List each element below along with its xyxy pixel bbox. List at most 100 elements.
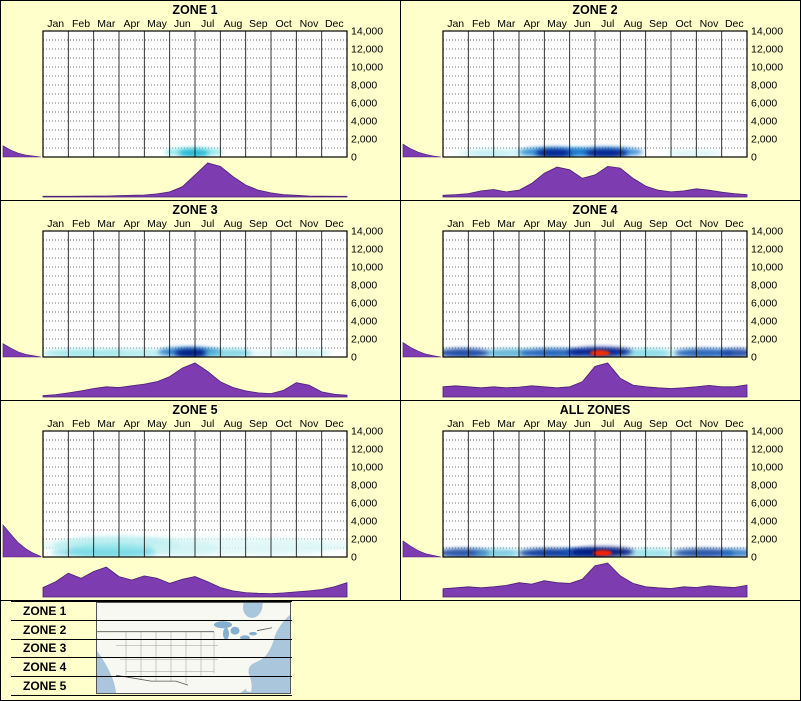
svg-text:Jun: Jun bbox=[174, 418, 191, 430]
svg-text:ZONE 3: ZONE 3 bbox=[172, 203, 217, 217]
svg-text:Apr: Apr bbox=[524, 218, 541, 230]
svg-text:Mar: Mar bbox=[97, 218, 116, 230]
svg-text:2,000: 2,000 bbox=[351, 334, 377, 346]
panel-zone-2: ZONE 2 Jan Feb Mar Apr May Jun Jul Aug Sep Oct Nov D… bbox=[401, 1, 800, 201]
svg-text:Jan: Jan bbox=[47, 18, 64, 30]
svg-text:Mar: Mar bbox=[97, 418, 116, 430]
svg-text:12,000: 12,000 bbox=[351, 444, 383, 456]
svg-text:2,000: 2,000 bbox=[351, 534, 377, 546]
svg-text:Dec: Dec bbox=[725, 218, 744, 230]
svg-text:0: 0 bbox=[351, 352, 357, 364]
svg-text:ZONE 5: ZONE 5 bbox=[172, 403, 217, 417]
svg-text:May: May bbox=[147, 218, 168, 230]
svg-text:12,000: 12,000 bbox=[351, 244, 383, 256]
svg-text:0: 0 bbox=[751, 552, 757, 564]
svg-text:10,000: 10,000 bbox=[351, 62, 383, 74]
row-divider-3 bbox=[1, 600, 800, 601]
svg-text:6,000: 6,000 bbox=[751, 98, 777, 110]
svg-text:Nov: Nov bbox=[700, 218, 719, 230]
svg-text:14,000: 14,000 bbox=[751, 26, 783, 38]
svg-text:Feb: Feb bbox=[72, 18, 90, 30]
svg-text:Apr: Apr bbox=[524, 18, 541, 30]
svg-text:May: May bbox=[147, 18, 168, 30]
svg-text:Apr: Apr bbox=[124, 18, 141, 30]
svg-text:0: 0 bbox=[751, 352, 757, 364]
svg-text:ZONE 2: ZONE 2 bbox=[572, 3, 617, 17]
svg-text:Jun: Jun bbox=[574, 218, 591, 230]
svg-text:Dec: Dec bbox=[325, 18, 344, 30]
svg-text:Oct: Oct bbox=[276, 418, 292, 430]
zone-3-chart: ZONE 3 Jan Feb Mar Apr May Jun Jul Aug Sep Oct Nov D… bbox=[2, 203, 383, 398]
svg-text:Oct: Oct bbox=[276, 218, 292, 230]
zone-5-chart: ZONE 5 Jan Feb Mar Apr May Jun Jul Aug Sep Oct Nov D… bbox=[2, 403, 383, 598]
svg-text:Apr: Apr bbox=[124, 218, 141, 230]
svg-text:Feb: Feb bbox=[72, 418, 90, 430]
svg-text:Feb: Feb bbox=[472, 218, 490, 230]
svg-text:May: May bbox=[547, 418, 568, 430]
svg-text:ZONE 4: ZONE 4 bbox=[572, 203, 617, 217]
map-florida bbox=[235, 664, 252, 693]
svg-text:10,000: 10,000 bbox=[351, 262, 383, 274]
panel-zone-4: ZONE 4 Jan Feb Mar Apr May Jun Jul Aug Sep Oct Nov D… bbox=[401, 201, 800, 401]
svg-text:Mar: Mar bbox=[497, 218, 516, 230]
great-lakes bbox=[214, 621, 257, 640]
zone-1-chart: ZONE 1 Jan Feb Mar Apr May Jun Jul Aug Sep Oct Nov D… bbox=[2, 3, 383, 198]
svg-text:Oct: Oct bbox=[676, 18, 692, 30]
row-divider-2 bbox=[1, 400, 800, 401]
svg-text:Apr: Apr bbox=[524, 418, 541, 430]
svg-text:Jul: Jul bbox=[601, 218, 614, 230]
svg-text:12,000: 12,000 bbox=[751, 444, 783, 456]
svg-text:8,000: 8,000 bbox=[351, 80, 377, 92]
svg-text:May: May bbox=[147, 418, 168, 430]
svg-text:Mar: Mar bbox=[497, 418, 516, 430]
svg-text:Sep: Sep bbox=[249, 418, 268, 430]
svg-text:Apr: Apr bbox=[124, 418, 141, 430]
legend-label: ZONE 3 bbox=[23, 641, 67, 656]
svg-text:4,000: 4,000 bbox=[751, 116, 777, 128]
legend-row-zone-4: ZONE 4 bbox=[11, 657, 292, 676]
svg-text:Nov: Nov bbox=[300, 18, 319, 30]
svg-text:4,000: 4,000 bbox=[751, 316, 777, 328]
svg-text:10,000: 10,000 bbox=[751, 262, 783, 274]
svg-text:Jan: Jan bbox=[47, 418, 64, 430]
svg-text:8,000: 8,000 bbox=[751, 480, 777, 492]
legend-rows: ZONE 1 ZONE 2 ZONE 3 ZONE 4 ZONE 5 bbox=[11, 601, 292, 696]
svg-text:2,000: 2,000 bbox=[751, 334, 777, 346]
svg-text:4,000: 4,000 bbox=[351, 116, 377, 128]
svg-text:8,000: 8,000 bbox=[351, 280, 377, 292]
svg-text:Oct: Oct bbox=[676, 418, 692, 430]
zone-legend: ZONE 1 ZONE 2 ZONE 3 ZONE 4 ZONE 5 bbox=[11, 601, 292, 696]
svg-text:6,000: 6,000 bbox=[351, 98, 377, 110]
panel-zone-1: ZONE 1 Jan Feb Mar Apr May Jun Jul Aug Sep Oct Nov D… bbox=[1, 1, 401, 201]
svg-text:Sep: Sep bbox=[649, 418, 668, 430]
svg-text:4,000: 4,000 bbox=[351, 516, 377, 528]
row-divider-1 bbox=[1, 200, 800, 201]
svg-text:Feb: Feb bbox=[72, 218, 90, 230]
map-ocean bbox=[96, 602, 291, 694]
svg-text:Aug: Aug bbox=[224, 418, 243, 430]
legend-row-zone-1: ZONE 1 bbox=[11, 601, 292, 620]
svg-text:Jul: Jul bbox=[601, 18, 614, 30]
svg-text:2,000: 2,000 bbox=[751, 534, 777, 546]
svg-text:14,000: 14,000 bbox=[351, 426, 383, 438]
svg-text:Jul: Jul bbox=[201, 18, 214, 30]
svg-text:14,000: 14,000 bbox=[351, 26, 383, 38]
svg-text:12,000: 12,000 bbox=[751, 44, 783, 56]
svg-text:Oct: Oct bbox=[676, 218, 692, 230]
svg-text:Jul: Jul bbox=[201, 418, 214, 430]
svg-text:Nov: Nov bbox=[300, 418, 319, 430]
legend-row-zone-2: ZONE 2 bbox=[11, 619, 292, 639]
legend-row-zone-3: ZONE 3 bbox=[11, 638, 292, 658]
column-divider bbox=[400, 1, 401, 601]
state-borders bbox=[116, 631, 218, 684]
svg-text:0: 0 bbox=[751, 152, 757, 164]
svg-text:Jul: Jul bbox=[601, 418, 614, 430]
legend-label: ZONE 2 bbox=[23, 622, 67, 637]
svg-text:4,000: 4,000 bbox=[751, 516, 777, 528]
us-map bbox=[96, 602, 291, 694]
svg-text:Jun: Jun bbox=[574, 418, 591, 430]
svg-text:Mar: Mar bbox=[97, 18, 116, 30]
zone-2-chart: ZONE 2 Jan Feb Mar Apr May Jun Jul Aug Sep Oct Nov D… bbox=[402, 3, 783, 198]
svg-text:Nov: Nov bbox=[700, 418, 719, 430]
svg-text:Dec: Dec bbox=[725, 18, 744, 30]
